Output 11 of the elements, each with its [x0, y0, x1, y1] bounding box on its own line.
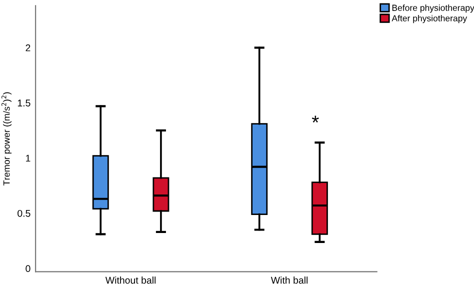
legend-label: Before physiotherapy — [392, 4, 474, 13]
y-axis-title: Tremor power ((m/s$^{2}$)$^{2}$) — [2, 92, 12, 186]
y-tick-label: 2 — [26, 44, 30, 52]
x-tick-label: With ball — [270, 276, 308, 284]
legend-label: After physiotherapy — [392, 14, 468, 24]
x-tick-label: Without ball — [105, 276, 156, 284]
y-tick-label: 0 — [26, 265, 30, 272]
y-tick-label: 1 — [26, 154, 30, 162]
y-tick-label: 0.5 — [18, 210, 30, 217]
annotation: * — [312, 116, 319, 123]
y-tick-label: 1.5 — [18, 100, 30, 106]
